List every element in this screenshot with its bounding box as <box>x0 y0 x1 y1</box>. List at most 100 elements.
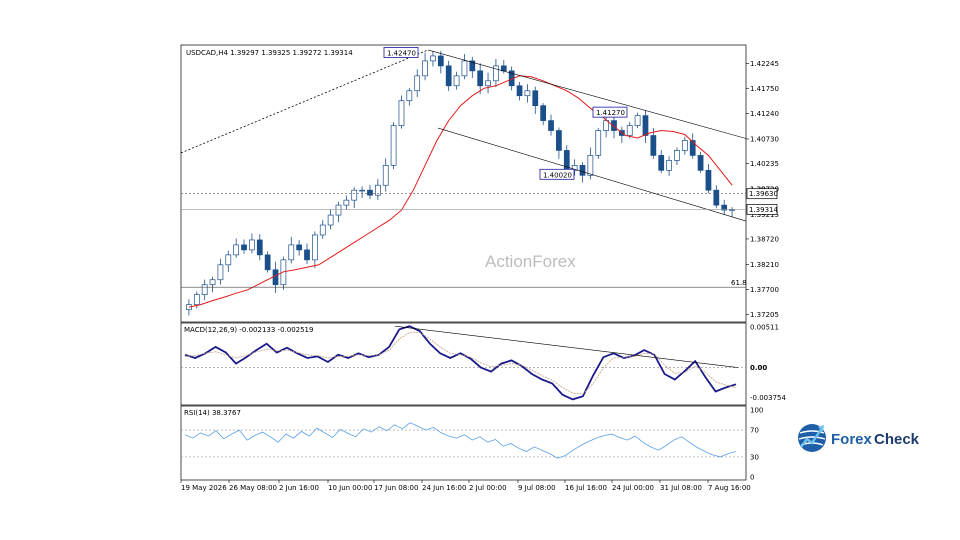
price-tick-label: 1.40730 <box>750 135 779 143</box>
candle-body <box>406 90 413 102</box>
macd-tick-label: 0.00 <box>750 364 767 372</box>
candle-body <box>445 65 452 87</box>
candle-body <box>264 254 271 271</box>
candle-body <box>225 254 232 266</box>
candle-body <box>642 115 649 136</box>
channel-lower-line <box>437 127 747 222</box>
candle-body <box>327 214 334 226</box>
rsi-tick-label: 100 <box>750 407 763 415</box>
candle-body <box>241 244 247 251</box>
price-tick-label: 1.38210 <box>750 261 779 269</box>
macd-layer <box>181 325 746 401</box>
candle-body <box>579 164 586 176</box>
price-tick-label: 1.37205 <box>750 311 779 319</box>
time-tick-label: 24 Jul 00:00 <box>612 484 654 492</box>
candle-body <box>681 140 688 151</box>
arrow-head-icon <box>818 425 824 432</box>
price-annotation-box <box>383 47 419 58</box>
price-annotation-label: 1.41270 <box>596 109 625 117</box>
candle-body <box>571 164 578 171</box>
logo-text-check: Check <box>874 431 920 448</box>
candle-body <box>296 244 303 251</box>
price-tick-label: 1.37700 <box>750 286 779 294</box>
candle-body <box>414 75 421 92</box>
candle-body <box>288 244 295 261</box>
macd-panel <box>180 322 747 406</box>
price-layer: 61.8 1.42470 1.41270 1.40020 <box>180 47 747 316</box>
candle-body <box>713 189 720 206</box>
candle-body <box>256 239 263 256</box>
time-tick-label: 7 Aug 16:00 <box>708 484 751 492</box>
macd-tick-label: 0.00511 <box>750 323 779 331</box>
candle-body <box>587 155 594 176</box>
candle-body <box>201 284 208 295</box>
candle-body <box>524 90 531 97</box>
time-tick-label: 17 Jun 08:00 <box>374 484 418 492</box>
time-tick-label: 16 Jul 16:00 <box>565 484 607 492</box>
chart-arrow-icon <box>800 427 823 448</box>
candle-body <box>516 85 523 97</box>
time-tick-label: 24 Jun 16:00 <box>422 484 466 492</box>
price-tick-label: 1.38720 <box>750 235 779 243</box>
candle-body <box>674 150 680 161</box>
candle-body <box>461 60 468 77</box>
candle-body <box>595 130 602 156</box>
fib-level-label: 61.8 <box>731 279 747 287</box>
macd-trendline <box>394 325 739 368</box>
candle-body <box>548 120 554 131</box>
candle-body <box>390 125 397 166</box>
candle-body <box>437 55 444 67</box>
candle-body <box>469 60 476 72</box>
candle-body <box>650 135 657 156</box>
candle-body <box>556 130 562 151</box>
candle-body <box>319 224 326 236</box>
candle-body <box>430 55 436 62</box>
candle-body <box>666 160 672 171</box>
moving-average-line <box>188 75 733 308</box>
channel-upper-line <box>427 49 747 139</box>
candle-body <box>233 244 240 256</box>
candle-body <box>453 75 460 87</box>
axis-layer: 1.422451.417501.412401.407301.402351.397… <box>180 60 786 492</box>
candle-body <box>335 204 342 216</box>
macd-signal-line <box>184 332 737 395</box>
candle-body <box>658 155 665 171</box>
candle-body <box>193 294 200 305</box>
candle-body <box>312 234 318 261</box>
candle-body <box>398 100 405 126</box>
candle-body <box>485 80 491 87</box>
candle-body <box>729 209 735 211</box>
time-tick-label: 2 Jul 00:00 <box>469 484 507 492</box>
candle-body <box>540 105 547 121</box>
macd-line <box>184 325 737 401</box>
candle-body <box>304 249 310 261</box>
time-tick-label: 31 Jul 08:00 <box>660 484 702 492</box>
candle-body <box>634 115 641 126</box>
price-annotation-box <box>592 106 628 118</box>
candle-body <box>500 65 507 72</box>
time-tick-label: 26 May 08:00 <box>229 484 277 492</box>
time-tick-label: 19 May 2026 <box>181 484 227 492</box>
candle-body <box>382 164 389 186</box>
candle-body <box>351 189 358 201</box>
candle-body <box>209 279 216 286</box>
rsi-panel <box>180 405 747 481</box>
price-tag-box <box>746 188 778 200</box>
watermark: ActionForex <box>485 252 576 271</box>
time-tick-label: 2 Jun 16:00 <box>279 484 319 492</box>
candle-body <box>532 90 539 107</box>
candle-body <box>422 60 428 77</box>
rsi-header: RSI(14) 38.3767 <box>184 409 241 417</box>
rsi-layer <box>181 422 746 459</box>
candle-body <box>477 70 484 87</box>
rsi-tick-label: 30 <box>750 453 759 461</box>
candle-body <box>249 239 255 251</box>
candle-body <box>611 120 617 131</box>
candle-body <box>374 184 381 196</box>
macd-header: MACD(12,26,9) -0.002133 -0.002519 <box>184 326 313 334</box>
price-tick-label: 1.42245 <box>750 60 779 68</box>
candle-body <box>367 189 373 196</box>
rsi-tick-label: 70 <box>750 427 759 435</box>
candle-body <box>359 189 365 192</box>
